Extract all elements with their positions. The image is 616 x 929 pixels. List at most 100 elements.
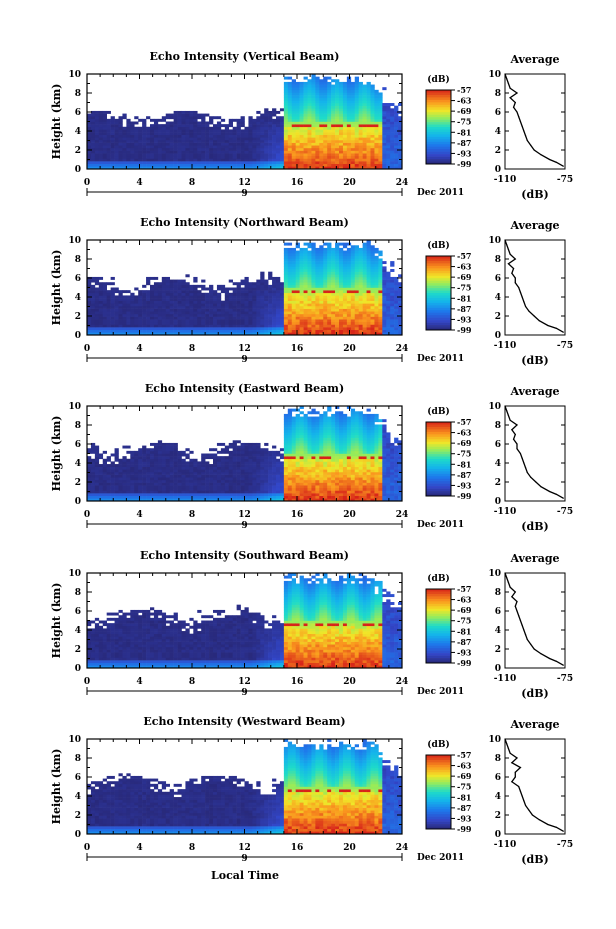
heatmap-cell [150,148,154,151]
heatmap-cell [347,140,351,143]
heatmap-cell [292,100,296,103]
heatmap-cell [308,285,312,288]
heatmap-cell [126,446,130,449]
heatmap-cell [374,114,378,117]
heatmap-cell [99,293,103,296]
heatmap-cell [339,280,343,283]
heatmap-cell [304,309,308,312]
heatmap-cell [126,306,130,309]
heatmap-cell [245,129,249,132]
heatmap-cell [134,301,138,304]
average-profile-point [506,78,507,79]
heatmap-cell [351,324,355,327]
heatmap-cell [371,248,375,251]
heatmap-cell [367,261,371,264]
heatmap-cell [87,137,91,140]
heatmap-cell [87,132,91,135]
heatmap-cell [256,151,260,154]
colorbar-swatch [426,122,451,125]
heatmap-cell [359,90,363,93]
heatmap-cell [386,301,390,304]
heatmap-cell [107,282,111,285]
heatmap-cell [304,317,308,320]
heatmap-cell [158,496,162,499]
heatmap-cell [119,469,123,472]
heatmap-cell [174,127,178,130]
heatmap-cell [296,127,300,130]
heatmap-cell [308,243,312,246]
heatmap-cell [138,137,142,140]
heatmap-cell [170,290,174,293]
average-profile-line [505,240,563,332]
heatmap-cell [284,132,288,135]
heatmap-cell [363,124,367,127]
heatmap-cell [217,324,221,327]
heatmap-cell [150,306,154,309]
heatmap-cell [288,285,292,288]
heatmap-cell [229,493,233,496]
heatmap-cell [351,140,355,143]
heatmap-cell [288,87,292,90]
heatmap-cell [174,480,178,483]
heatmap-cell [146,490,150,493]
heatmap-cell [343,161,347,164]
heatmap-cell [142,472,146,475]
heatmap-cell [162,322,166,325]
heatmap-cell [343,90,347,93]
heatmap-cell [126,496,130,499]
heatmap-cell [103,303,107,306]
heatmap-cell [146,493,150,496]
heatmap-cell [193,119,197,122]
heatmap-cell [327,306,331,309]
heatmap-cell [331,158,335,161]
heatmap-cell [296,143,300,146]
heatmap-cell [134,464,138,467]
heatmap-cell [225,330,229,333]
heatmap-cell [378,108,382,111]
heatmap-cell [308,151,312,154]
heatmap-cell [248,306,252,309]
heatmap-cell [351,158,355,161]
x-tick-label: 20 [343,344,356,354]
heatmap-cell [359,140,363,143]
heatmap-cell [296,288,300,291]
heatmap-cell [189,467,193,470]
heatmap-cell [241,298,245,301]
heatmap-cell [99,148,103,151]
heatmap-cell [292,251,296,254]
heatmap-cell [272,161,276,164]
heatmap-cell [122,309,126,312]
heatmap-cell [323,145,327,148]
heatmap-cell [174,137,178,140]
heatmap-cell [367,298,371,301]
heatmap-cell [91,467,95,470]
heatmap-cell [355,124,359,127]
heatmap-cell [300,85,304,88]
heatmap-cell [209,319,213,322]
heatmap-cell [174,285,178,288]
heatmap-cell [284,243,288,246]
heatmap-cell [174,472,178,475]
heatmap-cell [339,290,343,293]
heatmap-cell [256,298,260,301]
heatmap-cell [343,319,347,322]
heatmap-cell [378,288,382,291]
heatmap-cell [363,309,367,312]
heatmap-cell [363,311,367,314]
average-profile-point [539,320,540,321]
heatmap-cell [264,282,268,285]
heatmap-cell [323,295,327,298]
heatmap-cell [174,456,178,459]
heatmap-cell [343,293,347,296]
heatmap-cell [371,85,375,88]
heatmap-cell [252,324,256,327]
heatmap-cell [233,306,237,309]
heatmap-cell [209,309,213,312]
heatmap-cell [103,124,107,127]
average-profile-point [520,121,521,122]
heatmap-cell [347,306,351,309]
heatmap-cell [229,456,233,459]
heatmap-cell [115,324,119,327]
heatmap-cell [260,132,264,135]
heatmap-cell [339,258,343,261]
